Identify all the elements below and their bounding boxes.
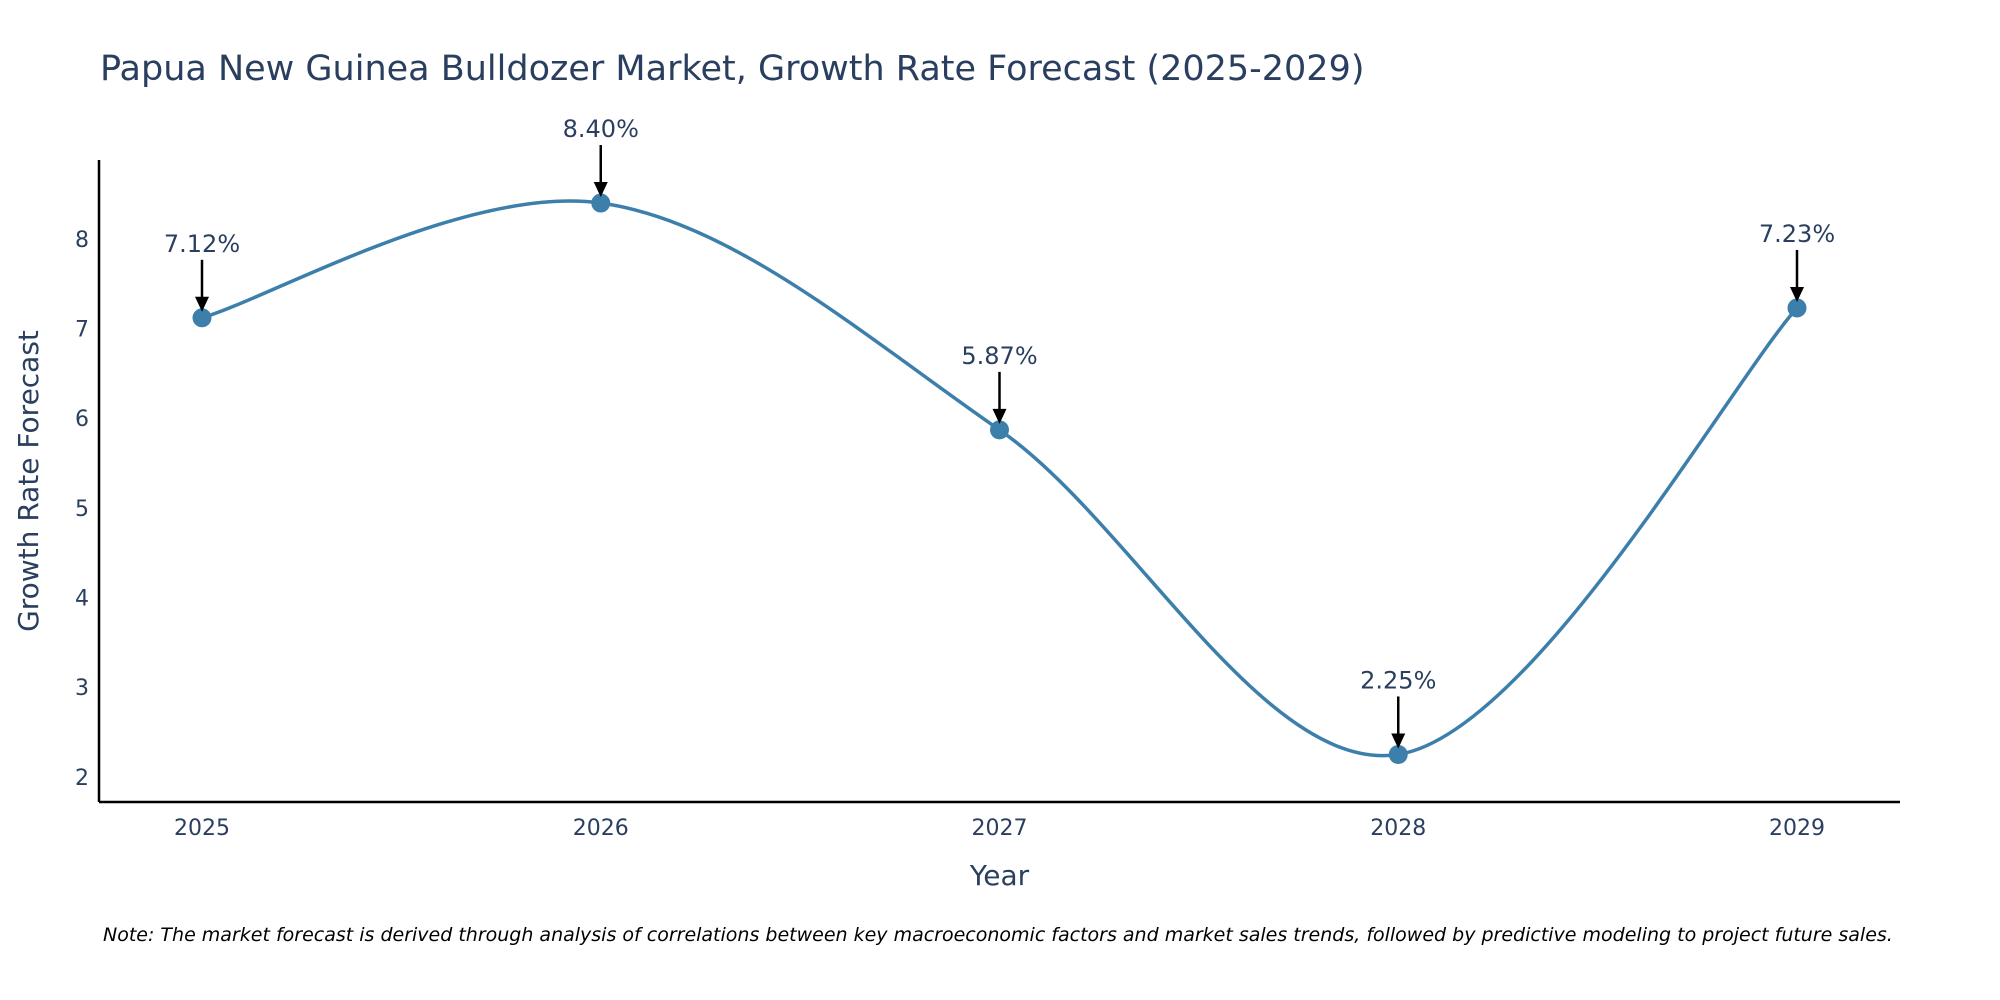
y-tick-label: 7 <box>75 318 89 343</box>
data-label: 7.12% <box>164 230 240 258</box>
annotation-arrowhead <box>593 182 608 198</box>
series-line <box>201 199 1799 758</box>
x-axis-title: Year <box>969 859 1030 892</box>
annotation-arrowhead <box>1391 733 1406 749</box>
data-point <box>192 308 212 328</box>
y-tick-label: 4 <box>75 587 89 612</box>
chart-title: Papua New Guinea Bulldozer Market, Growt… <box>100 49 1365 89</box>
annotation-arrowhead <box>992 408 1007 424</box>
data-point <box>1388 744 1408 764</box>
y-tick-label: 5 <box>75 497 89 522</box>
annotation-arrowhead <box>195 296 209 312</box>
y-axis-title: Growth Rate Forecast <box>12 330 45 632</box>
y-tick-label: 3 <box>75 676 89 701</box>
x-tick-label: 2026 <box>573 816 629 841</box>
x-tick-label: 2029 <box>1769 816 1825 841</box>
data-label: 7.23% <box>1759 220 1835 248</box>
x-tick-label: 2025 <box>174 816 230 841</box>
y-tick-label: 2 <box>75 766 89 791</box>
y-tick-label: 6 <box>75 407 89 432</box>
data-label: 8.40% <box>563 115 639 143</box>
data-point <box>591 193 611 213</box>
data-point <box>1787 298 1807 318</box>
data-label: 5.87% <box>961 342 1037 370</box>
y-tick-label: 8 <box>75 228 89 253</box>
chart-note: Note: The market forecast is derived thr… <box>103 924 1893 946</box>
x-tick-label: 2027 <box>972 816 1028 841</box>
data-point <box>990 420 1009 440</box>
plot-area: 2 3 4 5 6 7 8 2025 2026 2027 2028 2029 7.12% 8.40% 5.8… <box>75 115 1835 841</box>
x-tick-label: 2028 <box>1370 816 1426 841</box>
data-label: 2.25% <box>1360 666 1436 694</box>
annotation-arrowhead <box>1790 286 1804 302</box>
